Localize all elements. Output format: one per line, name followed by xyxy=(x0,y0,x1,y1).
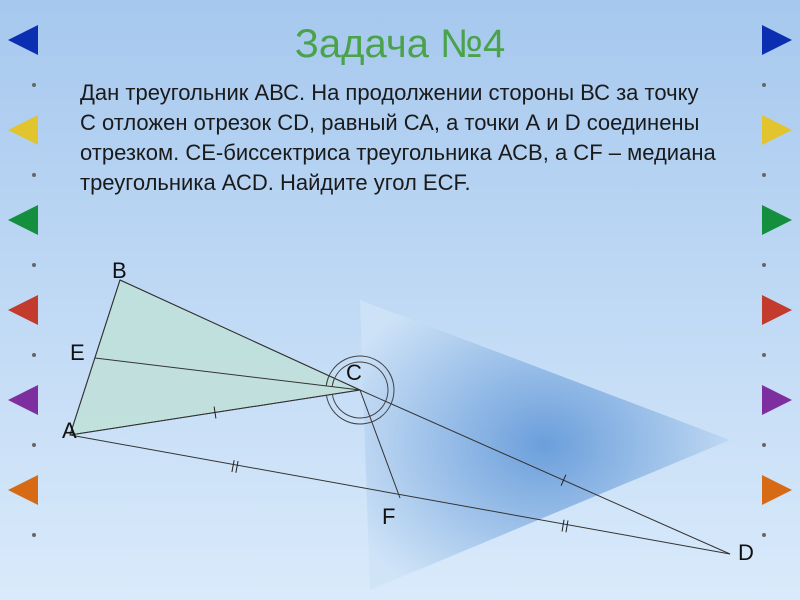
nav-arrow-right-4[interactable] xyxy=(762,385,792,415)
point-label-E: E xyxy=(70,340,85,366)
nav-arrow-right-5[interactable] xyxy=(762,475,792,505)
side-dot-right-2 xyxy=(762,263,766,267)
side-dot-right-3 xyxy=(762,353,766,357)
problem-statement: Дан треугольник АВС. На продолжении стор… xyxy=(80,78,720,198)
side-dot-right-5 xyxy=(762,533,766,537)
side-dot-right-1 xyxy=(762,173,766,177)
side-dot-left-4 xyxy=(32,443,36,447)
nav-arrow-left-1[interactable] xyxy=(8,115,38,145)
side-dot-left-5 xyxy=(32,533,36,537)
point-label-A: A xyxy=(62,418,77,444)
nav-arrow-left-3[interactable] xyxy=(8,295,38,325)
nav-arrow-left-4[interactable] xyxy=(8,385,38,415)
side-dot-left-0 xyxy=(32,83,36,87)
side-dot-right-4 xyxy=(762,443,766,447)
point-label-C: C xyxy=(346,360,362,386)
side-dot-left-3 xyxy=(32,353,36,357)
point-label-D: D xyxy=(738,540,754,566)
nav-arrow-right-2[interactable] xyxy=(762,205,792,235)
nav-arrow-left-2[interactable] xyxy=(8,205,38,235)
side-dot-right-0 xyxy=(762,83,766,87)
nav-arrow-right-3[interactable] xyxy=(762,295,792,325)
slide-stage: Задача №4 Дан треугольник АВС. На продол… xyxy=(0,0,800,600)
side-dot-left-2 xyxy=(32,263,36,267)
nav-arrow-right-1[interactable] xyxy=(762,115,792,145)
nav-arrow-left-0[interactable] xyxy=(8,25,38,55)
point-label-F: F xyxy=(382,504,395,530)
nav-arrow-right-0[interactable] xyxy=(762,25,792,55)
point-label-B: B xyxy=(112,258,127,284)
nav-arrow-left-5[interactable] xyxy=(8,475,38,505)
side-dot-left-1 xyxy=(32,173,36,177)
slide-title: Задача №4 xyxy=(0,22,800,67)
